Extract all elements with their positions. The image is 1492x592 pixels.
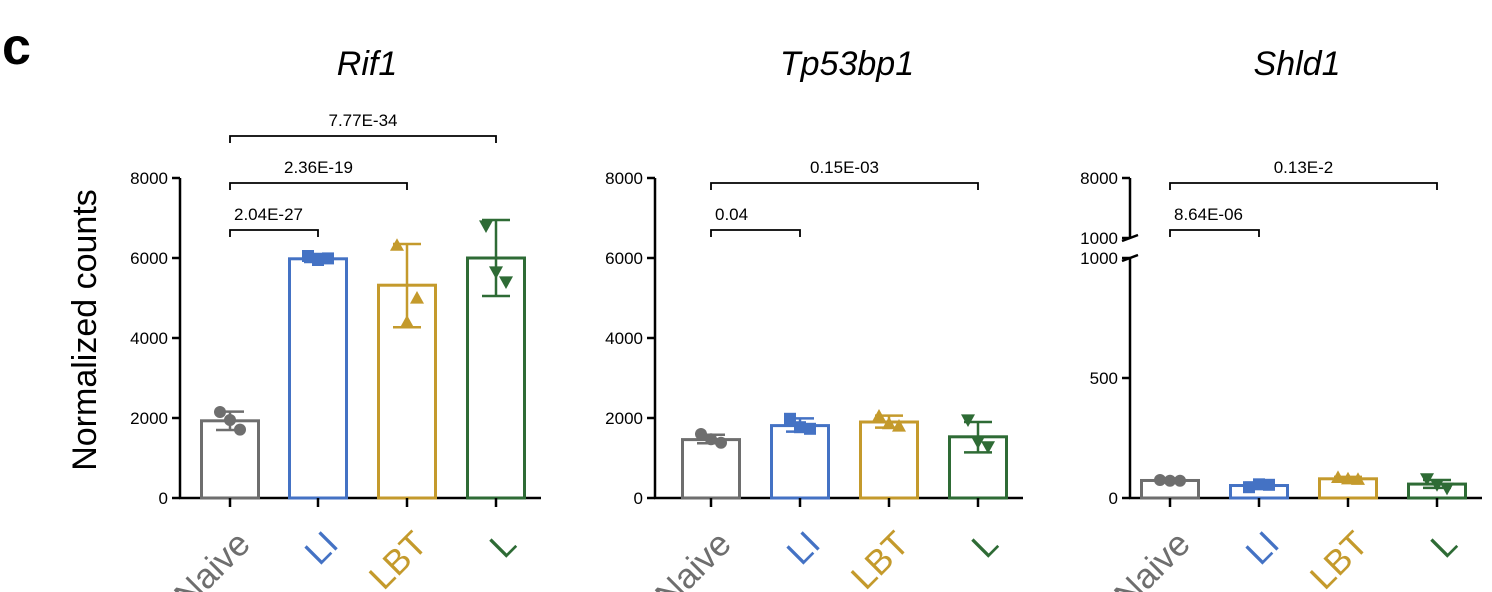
category-label: LBT bbox=[1303, 524, 1376, 592]
category-label: LBT bbox=[362, 524, 435, 592]
y-tick-label: 8000 bbox=[605, 169, 643, 188]
y-tick-label: 4000 bbox=[130, 329, 168, 348]
data-point bbox=[981, 441, 995, 454]
chart-rif1: Rif1 Normalized counts 0 2000 4000 6000 8000… bbox=[66, 45, 541, 592]
data-point bbox=[1430, 479, 1444, 492]
significance-bracket bbox=[229, 229, 319, 237]
data-point bbox=[695, 428, 707, 440]
significance-bracket bbox=[710, 229, 801, 237]
p-value-label: 2.04E-27 bbox=[234, 205, 303, 224]
data-point bbox=[872, 409, 886, 422]
y-tick-label: 1000 bbox=[1080, 229, 1118, 248]
significance-bracket bbox=[229, 135, 497, 143]
data-point bbox=[971, 436, 985, 449]
bar-lbt bbox=[859, 420, 919, 500]
data-point bbox=[322, 252, 334, 265]
data-point bbox=[400, 315, 414, 328]
category-label: LI bbox=[779, 524, 827, 572]
data-point bbox=[1440, 482, 1454, 496]
significance-bracket bbox=[710, 182, 979, 190]
significance-bracket bbox=[1169, 229, 1260, 237]
chart-title: Rif1 bbox=[337, 45, 397, 83]
chart-title: Tp53bp1 bbox=[780, 45, 914, 83]
significance-bracket bbox=[229, 182, 408, 190]
category-label: L bbox=[1423, 524, 1464, 565]
y-tick-label: 8000 bbox=[130, 169, 168, 188]
data-point bbox=[499, 276, 513, 289]
data-point bbox=[1263, 478, 1275, 491]
bar-li bbox=[288, 257, 348, 500]
data-point bbox=[1174, 474, 1186, 487]
p-value-label: 0.15E-03 bbox=[810, 158, 879, 177]
y-axis-label: Normalized counts bbox=[66, 189, 104, 471]
y-tick-label: 1000 bbox=[1080, 249, 1118, 268]
data-point bbox=[1331, 470, 1345, 483]
y-tick-label: 2000 bbox=[605, 409, 643, 428]
data-point bbox=[1164, 474, 1176, 487]
y-tick-label: 6000 bbox=[605, 249, 643, 268]
data-point bbox=[1253, 478, 1265, 491]
data-point bbox=[804, 422, 816, 435]
p-value-label: 0.04 bbox=[715, 205, 748, 224]
data-point bbox=[1341, 471, 1355, 485]
y-tick-label: 4000 bbox=[605, 329, 643, 348]
category-label: L bbox=[964, 524, 1005, 565]
chart-tp53bp1: Tp53bp1 0 2000 4000 6000 8000 Naive LI LBT L 0.04… bbox=[605, 45, 1023, 592]
data-point bbox=[961, 414, 975, 427]
data-point bbox=[214, 406, 226, 418]
p-value-label: 2.36E-19 bbox=[284, 158, 353, 177]
data-point bbox=[1243, 481, 1255, 494]
data-point bbox=[234, 423, 246, 436]
category-label: Naive bbox=[648, 524, 739, 592]
p-value-label: 8.64E-06 bbox=[1174, 205, 1243, 224]
y-tick-label: 0 bbox=[1109, 489, 1118, 508]
category-label: Naive bbox=[1107, 524, 1198, 592]
data-point bbox=[784, 412, 796, 425]
data-point bbox=[715, 436, 727, 449]
p-value-label: 7.77E-34 bbox=[329, 111, 398, 130]
data-point bbox=[479, 220, 493, 233]
bar-li bbox=[770, 424, 830, 500]
data-point bbox=[390, 238, 404, 251]
y-tick-label: 2000 bbox=[130, 409, 168, 428]
y-tick-label: 8000 bbox=[1080, 169, 1118, 188]
data-point bbox=[892, 419, 906, 432]
data-point bbox=[1420, 473, 1434, 486]
data-point bbox=[1154, 474, 1166, 486]
y-tick-label: 0 bbox=[634, 489, 643, 508]
category-label: LI bbox=[297, 524, 345, 572]
p-value-label: 0.13E-2 bbox=[1274, 158, 1334, 177]
data-point bbox=[224, 414, 236, 426]
y-tick-label: 500 bbox=[1090, 369, 1118, 388]
data-point bbox=[794, 421, 806, 434]
category-label: LI bbox=[1238, 524, 1286, 572]
data-point bbox=[489, 266, 503, 279]
data-point bbox=[410, 291, 424, 304]
y-tick-label: 0 bbox=[159, 489, 168, 508]
category-label: LBT bbox=[844, 524, 917, 592]
bar-naive bbox=[200, 419, 260, 500]
panel-letter: c bbox=[2, 18, 31, 76]
category-label: Naive bbox=[167, 524, 258, 592]
category-label: L bbox=[482, 524, 523, 565]
chart-title: Shld1 bbox=[1254, 45, 1341, 83]
bar-naive bbox=[681, 438, 741, 500]
y-tick-label: 6000 bbox=[130, 249, 168, 268]
data-point bbox=[705, 433, 717, 446]
significance-bracket bbox=[1169, 182, 1438, 190]
data-point bbox=[1351, 472, 1365, 485]
data-point bbox=[882, 416, 896, 430]
data-point bbox=[312, 254, 324, 266]
data-point bbox=[302, 250, 314, 262]
